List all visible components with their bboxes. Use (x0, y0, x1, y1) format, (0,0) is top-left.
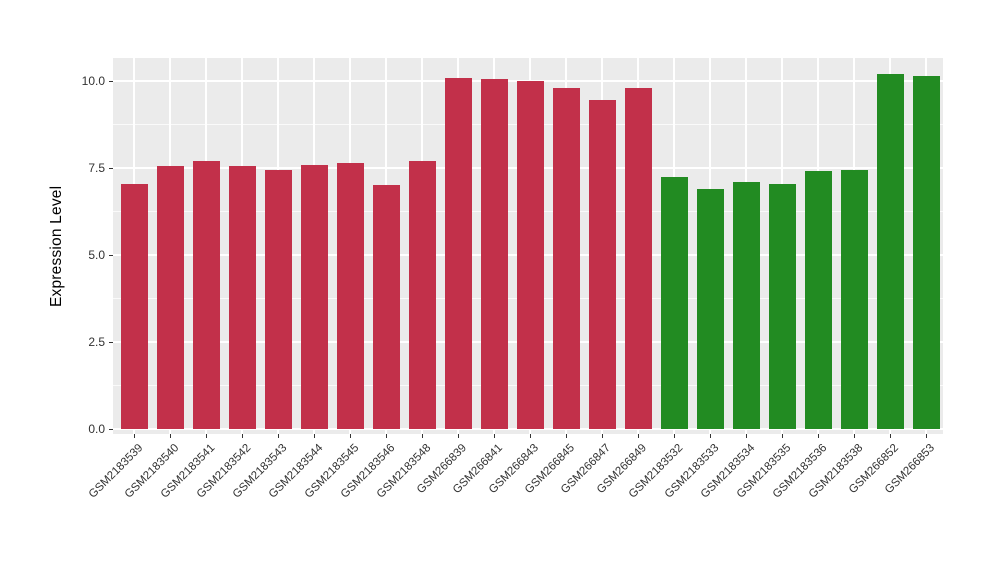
x-tick-mark (925, 434, 927, 438)
bar-GSM2183541 (192, 161, 220, 429)
bar-GSM266847 (588, 100, 616, 429)
bar-GSM2183534 (732, 181, 760, 429)
x-tick-mark (169, 434, 171, 438)
bar-GSM266849 (624, 87, 652, 429)
y-tick-label: 10.0 (81, 74, 105, 88)
bar-GSM266841 (480, 79, 508, 429)
x-tick-mark (349, 434, 351, 438)
bar-GSM266839 (444, 77, 472, 429)
bar-GSM2183545 (336, 162, 364, 429)
x-tick-mark (205, 434, 207, 438)
bar-GSM2183533 (696, 188, 724, 429)
x-tick-mark (313, 434, 315, 438)
x-tick-mark (457, 434, 459, 438)
y-tick-label: 7.5 (88, 161, 105, 175)
gridline-major (113, 428, 943, 430)
x-tick-mark (133, 434, 135, 438)
plot-panel (113, 58, 943, 434)
bar-GSM266852 (876, 74, 904, 429)
y-tick-mark (109, 254, 113, 256)
bar-GSM2183538 (840, 169, 868, 429)
x-tick-mark (241, 434, 243, 438)
x-tick-mark (709, 434, 711, 438)
bar-GSM266845 (552, 87, 580, 429)
x-tick-mark (637, 434, 639, 438)
y-tick-label: 0.0 (88, 422, 105, 436)
x-tick-mark (565, 434, 567, 438)
x-tick-mark (817, 434, 819, 438)
bar-GSM266843 (516, 81, 544, 429)
bar-GSM2183532 (660, 176, 688, 429)
bar-GSM2183544 (300, 164, 328, 429)
y-tick-mark (109, 341, 113, 343)
y-axis-title: Expression Level (48, 185, 65, 307)
x-tick-mark (421, 434, 423, 438)
y-tick-mark (109, 80, 113, 82)
x-tick-mark (673, 434, 675, 438)
x-tick-mark (601, 434, 603, 438)
x-tick-mark (277, 434, 279, 438)
y-tick-mark (109, 167, 113, 169)
bar-GSM2183546 (372, 185, 400, 429)
y-tick-mark (109, 428, 113, 430)
bar-GSM2183548 (408, 161, 436, 429)
y-tick-label: 2.5 (88, 335, 105, 349)
x-tick-mark (745, 434, 747, 438)
x-tick-mark (889, 434, 891, 438)
bar-GSM2183536 (804, 171, 832, 429)
x-tick-mark (853, 434, 855, 438)
x-tick-mark (493, 434, 495, 438)
bar-GSM2183542 (228, 166, 256, 429)
x-tick-mark (781, 434, 783, 438)
bar-GSM2183535 (768, 183, 796, 429)
bar-GSM2183543 (264, 169, 292, 429)
y-tick-label: 5.0 (88, 248, 105, 262)
bar-GSM2183539 (120, 183, 148, 429)
bar-GSM2183540 (156, 166, 184, 429)
bar-GSM266853 (912, 75, 940, 429)
x-tick-mark (385, 434, 387, 438)
x-tick-mark (529, 434, 531, 438)
